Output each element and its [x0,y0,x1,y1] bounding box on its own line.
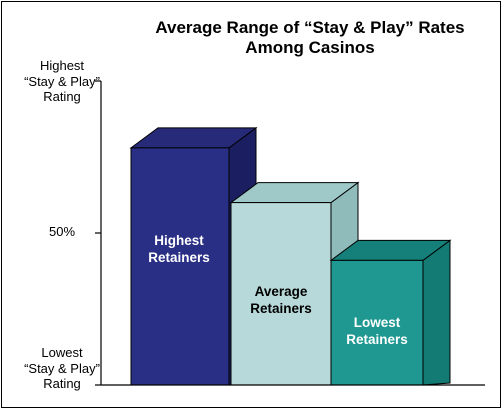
bar-average [230,202,332,386]
ytick-label-lowest: Lowest “Stay & Play” Rating [24,345,100,391]
bar-label-average-retainers: Average Retainers [250,284,312,316]
bar-label-lowest-retainers: Lowest Retainers [346,315,408,347]
chart-title: Average Range of “Stay & Play” Rates Amo… [155,18,465,57]
bar-side-lowest [422,239,451,386]
ytick-label-50: 50% [48,224,76,239]
bar-highest [130,147,230,386]
ytick-label-highest: Highest “Stay & Play” Rating [24,58,100,104]
bar-label-highest-retainers: Highest Retainers [148,233,210,265]
